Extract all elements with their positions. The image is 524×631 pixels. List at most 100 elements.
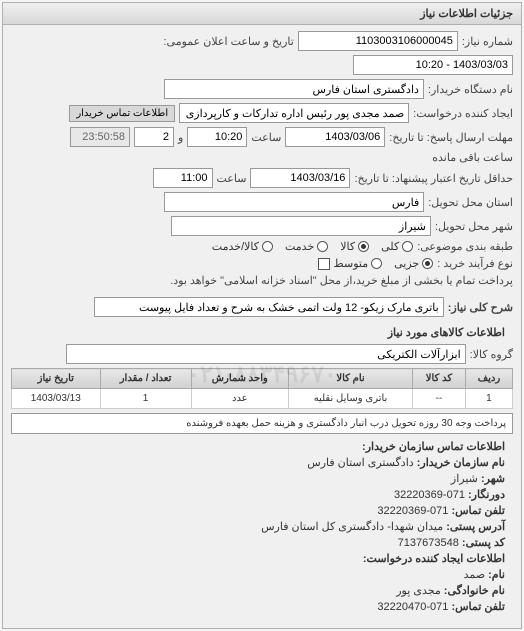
- radio-all[interactable]: کلی: [381, 240, 413, 253]
- address-label: آدرس پستی:: [446, 521, 505, 533]
- row-category: طبقه بندی موضوعی: کلی کالا خدمت کالا/خدم…: [11, 240, 513, 253]
- remaining-label: ساعت باقی مانده: [432, 151, 513, 164]
- contact-section: اطلاعات تماس سازمان خریدار: نام سازمان خ…: [11, 434, 513, 622]
- lastname-label: نام خانوادگی:: [444, 585, 505, 597]
- radio-dot-icon: [262, 241, 273, 252]
- td-date: 1403/03/13: [12, 389, 101, 409]
- radio-goods-service-label: کالا/خدمت: [212, 240, 259, 253]
- need-number-input[interactable]: [298, 31, 458, 51]
- city-label: شهر محل تحویل:: [435, 220, 513, 233]
- public-date-input[interactable]: [353, 55, 513, 75]
- desc-label: شرح کلی نیاز:: [448, 301, 513, 314]
- contact-phone: تلفن تماس: 071-32220369: [19, 504, 505, 517]
- th-row: ردیف: [465, 369, 512, 389]
- contact-org: نام سازمان خریدار: دادگستری استان فارس: [19, 456, 505, 469]
- row-validity: حداقل تاریخ اعتبار پیشنهاد: تا تاریخ: سا…: [11, 168, 513, 188]
- th-unit: واحد شمارش: [191, 369, 289, 389]
- row-deadline: مهلت ارسال پاسخ: تا تاریخ: ساعت و ساعت ب…: [11, 127, 513, 164]
- row-city: شهر محل تحویل:: [11, 216, 513, 236]
- category-label: طبقه بندی موضوعی:: [417, 240, 513, 253]
- td-qty: 1: [100, 389, 191, 409]
- creator-phone: تلفن تماس: 071-32220470: [19, 600, 505, 613]
- address-value: میدان شهدا- دادگستری کل استان فارس: [261, 521, 443, 533]
- deadline-date-input[interactable]: [285, 127, 385, 147]
- radio-partial-label: جزیی: [394, 257, 419, 270]
- creator-firstname: نام: صمد: [19, 568, 505, 581]
- goods-table: ردیف کد کالا نام کالا واحد شمارش تعداد /…: [11, 368, 513, 409]
- buyer-name-input[interactable]: [164, 79, 424, 99]
- validity-time-label: ساعت: [217, 172, 247, 185]
- firstname-value: صمد: [464, 569, 485, 581]
- postal-value: 7137673548: [398, 537, 459, 549]
- validity-time-input[interactable]: [153, 168, 213, 188]
- contact-city-label: شهر:: [481, 473, 505, 485]
- td-code: --: [412, 389, 465, 409]
- creator-lastname: نام خانوادگی: مجدی پور: [19, 584, 505, 597]
- td-row: 1: [465, 389, 512, 409]
- radio-service-label: خدمت: [285, 240, 314, 253]
- radio-dot-icon: [317, 241, 328, 252]
- city-input[interactable]: [171, 216, 431, 236]
- process-note: پرداخت تمام یا بخشی از مبلغ خرید،از محل …: [170, 274, 513, 287]
- validity-label: حداقل تاریخ اعتبار پیشنهاد: تا تاریخ:: [354, 172, 513, 185]
- org-value: دادگستری استان فارس: [307, 457, 413, 469]
- contact-address: آدرس پستی: میدان شهدا- دادگستری کل استان…: [19, 520, 505, 533]
- th-code: کد کالا: [412, 369, 465, 389]
- deadline-and: و: [178, 131, 183, 144]
- buyer-name-label: نام دستگاه خریدار:: [428, 83, 513, 96]
- creator-phone-label: تلفن تماس:: [451, 601, 505, 613]
- td-name: باتری وسایل نقلیه: [289, 389, 413, 409]
- radio-partial[interactable]: جزیی: [394, 257, 433, 270]
- radio-goods[interactable]: کالا: [340, 240, 369, 253]
- radio-dot-icon: [422, 258, 433, 269]
- deadline-days-input[interactable]: [134, 127, 174, 147]
- province-input[interactable]: [164, 192, 424, 212]
- contact-fax: دورنگار: 071-32220369: [19, 488, 505, 501]
- row-buyer: نام دستگاه خریدار:: [11, 79, 513, 99]
- group-label: گروه کالا:: [470, 348, 513, 361]
- row-desc: شرح کلی نیاز:: [11, 297, 513, 317]
- creator-phone-value: 071-32220470: [377, 601, 448, 613]
- desc-input[interactable]: [94, 297, 444, 317]
- process-label: نوع فرآیند خرید :: [437, 257, 513, 270]
- treasury-checkbox[interactable]: [318, 258, 330, 270]
- td-unit: عدد: [191, 389, 289, 409]
- radio-dot-icon: [402, 241, 413, 252]
- radio-goods-service[interactable]: کالا/خدمت: [212, 240, 273, 253]
- radio-dot-icon: [371, 258, 382, 269]
- fax-value: 071-32220369: [394, 489, 465, 501]
- panel-body: شماره نیاز: تاریخ و ساعت اعلان عمومی: نا…: [3, 25, 521, 628]
- row-province: استان محل تحویل:: [11, 192, 513, 212]
- deadline-time-input[interactable]: [187, 127, 247, 147]
- public-date-label: تاریخ و ساعت اعلان عمومی:: [163, 35, 293, 48]
- remaining-time-input: [70, 127, 130, 147]
- th-qty: تعداد / مقدار: [100, 369, 191, 389]
- process-radio-group: جزیی متوسط: [334, 257, 434, 270]
- creator-title: اطلاعات ایجاد کننده درخواست:: [19, 552, 505, 565]
- radio-dot-icon: [358, 241, 369, 252]
- contact-city: شهر: شیراز: [19, 472, 505, 485]
- th-date: تاریخ نیاز: [12, 369, 101, 389]
- phone-label: تلفن تماس:: [451, 505, 505, 517]
- radio-medium[interactable]: متوسط: [334, 257, 383, 270]
- category-radio-group: کلی کالا خدمت کالا/خدمت: [212, 240, 413, 253]
- phone-value: 071-32220369: [377, 505, 448, 517]
- contact-city-value: شیراز: [451, 473, 478, 485]
- requester-input[interactable]: [179, 103, 409, 123]
- group-input[interactable]: [66, 344, 466, 364]
- buyer-note: پرداخت وجه 30 روزه تحویل درب انبار دادگس…: [11, 413, 513, 434]
- radio-medium-label: متوسط: [334, 257, 369, 270]
- requester-label: ایجاد کننده درخواست:: [413, 107, 513, 120]
- table-row[interactable]: 1 -- باتری وسایل نقلیه عدد 1 1403/03/13: [12, 389, 513, 409]
- goods-section-title: اطلاعات کالاهای مورد نیاز: [11, 321, 513, 344]
- row-process: نوع فرآیند خرید : جزیی متوسط پرداخت تمام…: [11, 257, 513, 287]
- firstname-label: نام:: [488, 569, 505, 581]
- th-name: نام کالا: [289, 369, 413, 389]
- panel-title: جزئیات اطلاعات نیاز: [3, 3, 521, 25]
- radio-service[interactable]: خدمت: [285, 240, 328, 253]
- row-group: گروه کالا:: [11, 344, 513, 364]
- contact-info-button[interactable]: اطلاعات تماس خریدار: [69, 105, 175, 122]
- validity-date-input[interactable]: [250, 168, 350, 188]
- deadline-label: مهلت ارسال پاسخ: تا تاریخ:: [389, 131, 513, 144]
- province-label: استان محل تحویل:: [428, 196, 513, 209]
